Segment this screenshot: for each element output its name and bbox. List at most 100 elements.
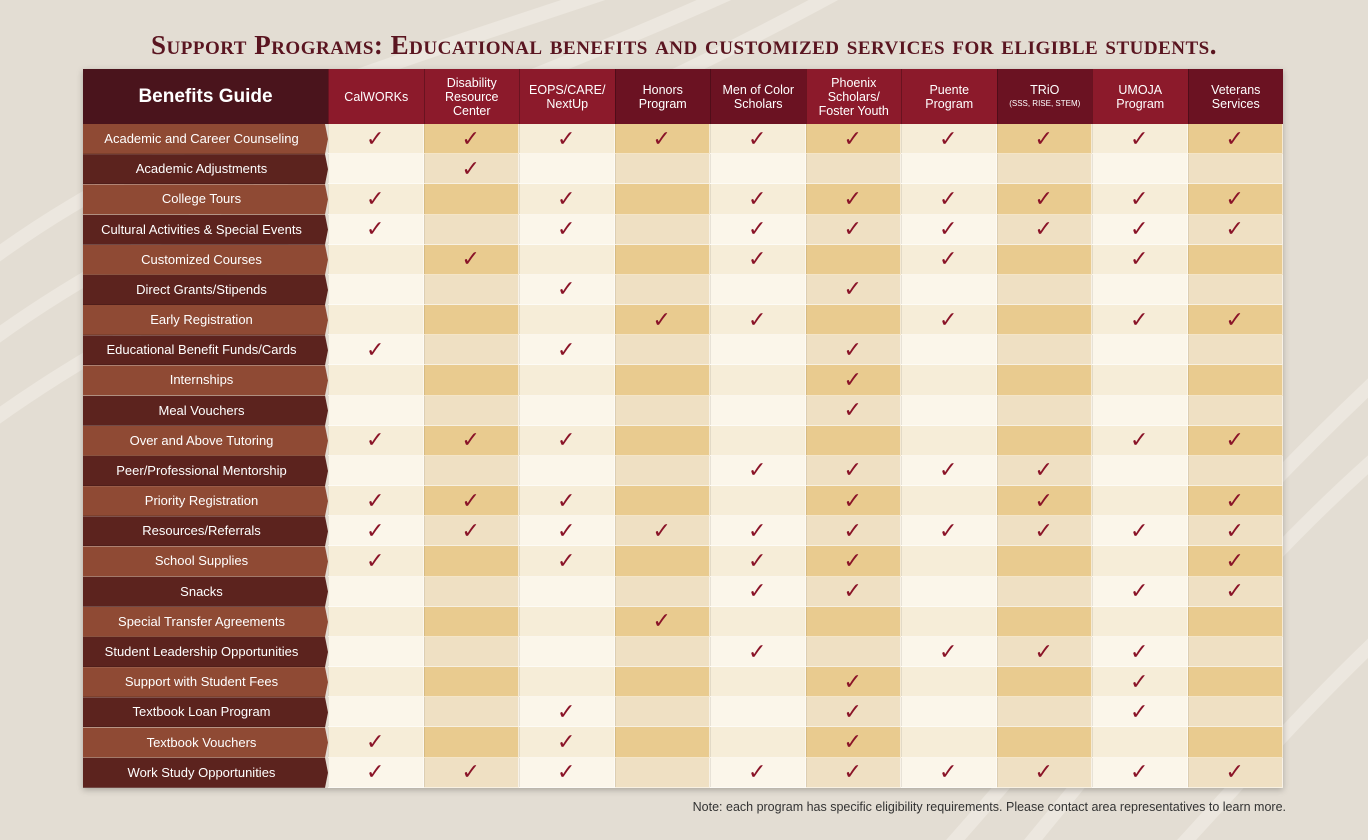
benefit-cell: ✓ xyxy=(519,757,615,788)
benefit-cell: ✓ xyxy=(328,486,424,517)
benefit-cell: ✓ xyxy=(710,214,806,245)
benefit-cell: ✓ xyxy=(710,757,806,788)
column-header-label: Men of Color Scholars xyxy=(722,82,795,111)
checkmark-icon: ✓ xyxy=(1130,518,1149,544)
checkmark-icon: ✓ xyxy=(557,548,576,574)
checkmark-icon: ✓ xyxy=(557,217,576,243)
benefit-cell: ✓ xyxy=(1187,546,1283,577)
benefit-cell: ✓ xyxy=(614,606,710,637)
benefit-cell: ✓ xyxy=(710,184,806,215)
row-label: Cultural Activities & Special Events xyxy=(83,214,328,245)
column-header-label: EOPS/CARE/ NextUp xyxy=(529,82,606,111)
benefit-cell: ✓ xyxy=(805,184,901,215)
checkmark-icon: ✓ xyxy=(843,458,862,484)
benefit-cell xyxy=(996,606,1092,637)
column-header-label: Disability Resource Center xyxy=(445,75,499,118)
checkmark-icon: ✓ xyxy=(366,518,385,544)
row-label: Direct Grants/Stipends xyxy=(83,274,328,306)
checkmark-icon: ✓ xyxy=(1130,699,1149,725)
benefit-cell xyxy=(901,697,997,728)
benefit-cell: ✓ xyxy=(805,697,901,728)
checkmark-icon: ✓ xyxy=(366,548,385,574)
benefit-cell xyxy=(614,395,710,426)
benefit-cell: ✓ xyxy=(901,305,997,336)
row-label: Internships xyxy=(83,365,328,396)
checkmark-icon: ✓ xyxy=(748,126,767,152)
checkmark-icon: ✓ xyxy=(843,126,862,152)
row-label: Educational Benefit Funds/Cards xyxy=(83,335,328,366)
benefit-cell xyxy=(519,244,615,275)
benefit-cell: ✓ xyxy=(710,546,806,577)
benefit-cell xyxy=(1187,244,1283,275)
benefit-cell xyxy=(805,305,901,336)
benefit-cell xyxy=(614,697,710,728)
benefit-cell: ✓ xyxy=(1187,124,1283,155)
checkmark-icon: ✓ xyxy=(939,247,958,273)
benefit-cell xyxy=(805,154,901,185)
benefit-cell: ✓ xyxy=(328,546,424,577)
benefit-cell: ✓ xyxy=(614,516,710,547)
checkmark-icon: ✓ xyxy=(366,186,385,212)
benefit-cell: ✓ xyxy=(519,124,615,155)
benefit-cell: ✓ xyxy=(1092,757,1188,788)
benefit-cell: ✓ xyxy=(805,667,901,698)
eligibility-note: Note: each program has specific eligibil… xyxy=(692,800,1286,814)
benefit-cell: ✓ xyxy=(423,425,519,456)
checkmark-icon: ✓ xyxy=(1225,760,1244,786)
benefit-cell: ✓ xyxy=(328,727,424,758)
benefit-cell xyxy=(710,486,806,517)
benefit-cell: ✓ xyxy=(519,274,615,306)
benefit-cell xyxy=(901,486,997,517)
column-header: UMOJA Program xyxy=(1092,69,1188,124)
checkmark-icon: ✓ xyxy=(939,518,958,544)
checkmark-icon: ✓ xyxy=(748,579,767,605)
benefit-cell xyxy=(614,244,710,275)
benefit-cell: ✓ xyxy=(805,124,901,155)
benefit-cell xyxy=(614,154,710,185)
benefit-cell: ✓ xyxy=(328,425,424,456)
column-header-label: Phoenix Scholars/ Foster Youth xyxy=(818,75,889,118)
benefit-cell xyxy=(614,546,710,577)
benefit-cell xyxy=(996,335,1092,366)
benefit-cell xyxy=(710,425,806,456)
benefit-cell xyxy=(328,274,424,306)
column-header-label: TRiO xyxy=(1030,82,1060,97)
checkmark-icon: ✓ xyxy=(1034,760,1053,786)
benefit-cell xyxy=(1187,335,1283,366)
checkmark-icon: ✓ xyxy=(461,760,480,786)
column-header: Veterans Services xyxy=(1187,69,1283,124)
benefit-cell xyxy=(328,667,424,698)
benefit-cell: ✓ xyxy=(519,727,615,758)
checkmark-icon: ✓ xyxy=(557,730,576,756)
benefit-cell: ✓ xyxy=(805,727,901,758)
benefit-cell xyxy=(901,154,997,185)
benefit-cell: ✓ xyxy=(328,335,424,366)
benefit-cell xyxy=(423,576,519,607)
corner-header: Benefits Guide xyxy=(83,69,328,124)
benefit-cell: ✓ xyxy=(996,516,1092,547)
benefit-cell: ✓ xyxy=(710,455,806,487)
benefit-cell: ✓ xyxy=(423,154,519,185)
benefit-cell: ✓ xyxy=(519,184,615,215)
row-label: College Tours xyxy=(83,184,328,215)
benefit-cell xyxy=(901,727,997,758)
benefit-cell: ✓ xyxy=(1187,214,1283,245)
benefit-cell: ✓ xyxy=(1092,124,1188,155)
benefit-cell: ✓ xyxy=(423,757,519,788)
benefit-cell xyxy=(423,305,519,336)
row-label: Over and Above Tutoring xyxy=(83,425,328,456)
benefit-cell xyxy=(901,576,997,607)
benefit-cell xyxy=(423,697,519,728)
benefit-cell: ✓ xyxy=(901,184,997,215)
benefit-cell xyxy=(901,274,997,306)
benefit-cell xyxy=(1092,365,1188,396)
checkmark-icon: ✓ xyxy=(366,488,385,514)
checkmark-icon: ✓ xyxy=(1225,428,1244,454)
column-header: TRiO (SSS, RISE, STEM) xyxy=(996,69,1092,124)
checkmark-icon: ✓ xyxy=(366,730,385,756)
checkmark-icon: ✓ xyxy=(1034,186,1053,212)
benefit-cell: ✓ xyxy=(1092,184,1188,215)
checkmark-icon: ✓ xyxy=(1130,639,1149,665)
benefit-cell xyxy=(328,154,424,185)
checkmark-icon: ✓ xyxy=(1225,579,1244,605)
